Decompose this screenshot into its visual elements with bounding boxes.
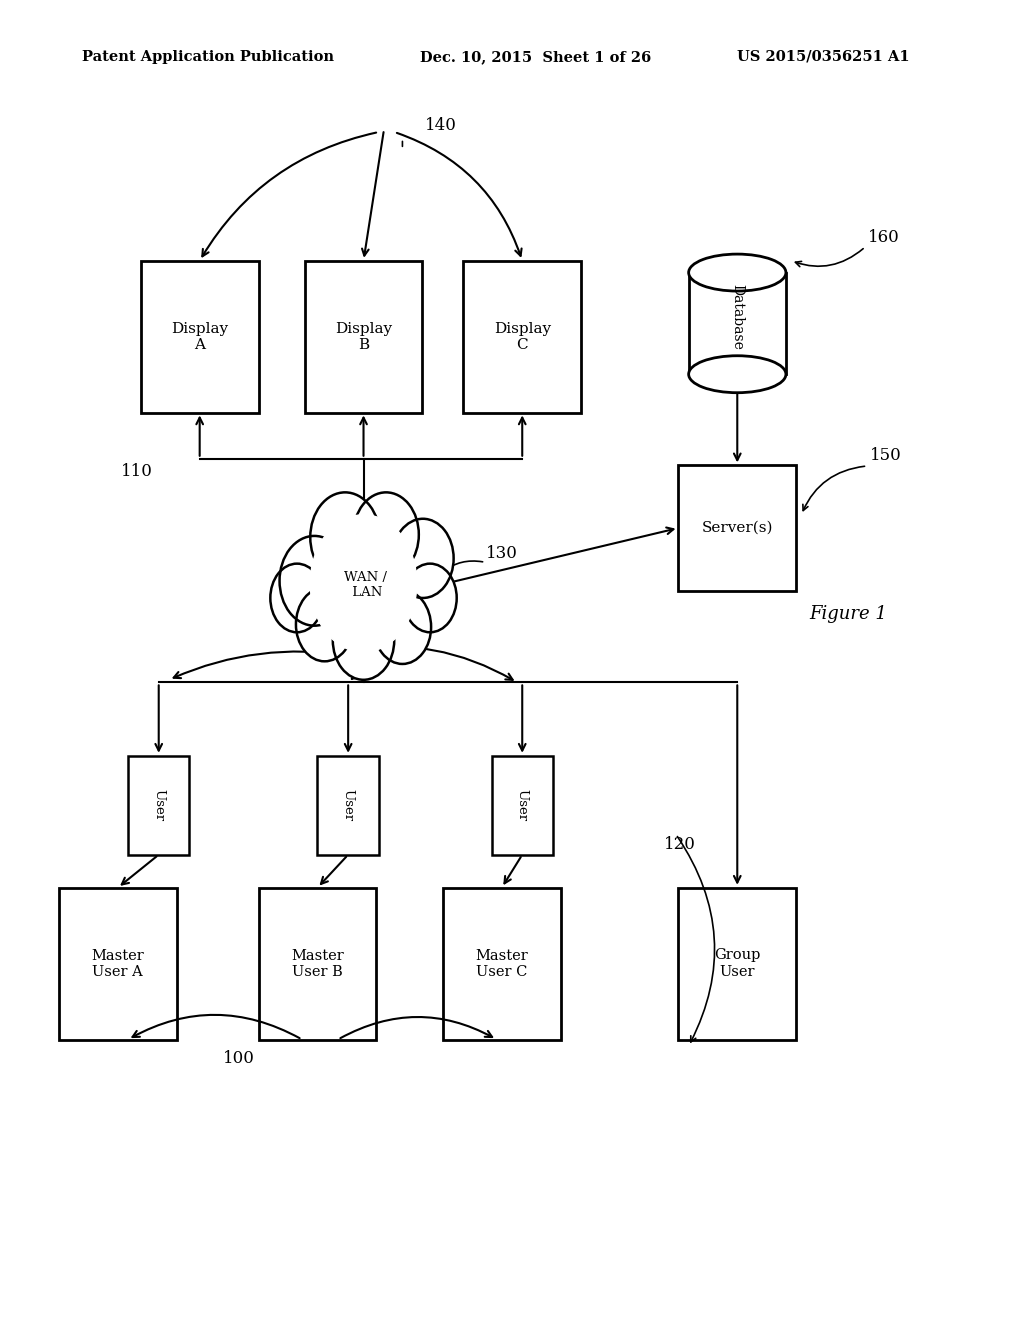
Text: Master
User C: Master User C xyxy=(475,949,528,978)
Text: Display
B: Display B xyxy=(335,322,392,351)
Text: WAN /
 LAN: WAN / LAN xyxy=(344,570,387,599)
Text: Master
User A: Master User A xyxy=(91,949,144,978)
Text: Group
User: Group User xyxy=(714,949,761,978)
Text: Database: Database xyxy=(730,284,744,350)
Text: 120: 120 xyxy=(664,837,695,853)
Bar xyxy=(59,887,177,1040)
Bar xyxy=(305,261,422,412)
Text: Display
A: Display A xyxy=(171,322,228,351)
Text: Dec. 10, 2015  Sheet 1 of 26: Dec. 10, 2015 Sheet 1 of 26 xyxy=(420,50,651,63)
Text: 160: 160 xyxy=(868,230,900,246)
Circle shape xyxy=(374,590,431,664)
Text: User: User xyxy=(342,789,354,821)
Bar xyxy=(317,755,379,855)
Text: User: User xyxy=(153,789,165,821)
Circle shape xyxy=(403,564,457,632)
Text: 100: 100 xyxy=(223,1051,255,1067)
Circle shape xyxy=(310,492,380,582)
Text: 140: 140 xyxy=(425,117,457,133)
Ellipse shape xyxy=(688,355,786,393)
Bar xyxy=(128,755,189,855)
Ellipse shape xyxy=(688,253,786,290)
Circle shape xyxy=(310,515,417,652)
Bar xyxy=(442,887,561,1040)
Circle shape xyxy=(280,536,349,626)
Text: 130: 130 xyxy=(486,545,518,561)
Text: 150: 150 xyxy=(870,447,902,463)
Text: 110: 110 xyxy=(121,463,153,479)
Bar xyxy=(463,261,582,412)
Bar xyxy=(678,887,797,1040)
Text: Display
C: Display C xyxy=(494,322,551,351)
Bar xyxy=(141,261,258,412)
Bar xyxy=(492,755,553,855)
Circle shape xyxy=(296,587,353,661)
Text: User: User xyxy=(516,789,528,821)
Circle shape xyxy=(392,519,454,598)
Text: US 2015/0356251 A1: US 2015/0356251 A1 xyxy=(737,50,910,63)
Text: Patent Application Publication: Patent Application Publication xyxy=(82,50,334,63)
Text: Master
User B: Master User B xyxy=(291,949,344,978)
Bar xyxy=(258,887,377,1040)
Bar xyxy=(688,272,786,375)
Text: Figure 1: Figure 1 xyxy=(809,605,887,623)
Bar xyxy=(678,466,797,591)
Circle shape xyxy=(333,601,394,680)
Text: Server(s): Server(s) xyxy=(701,521,773,535)
Circle shape xyxy=(270,564,324,632)
Circle shape xyxy=(353,492,419,577)
